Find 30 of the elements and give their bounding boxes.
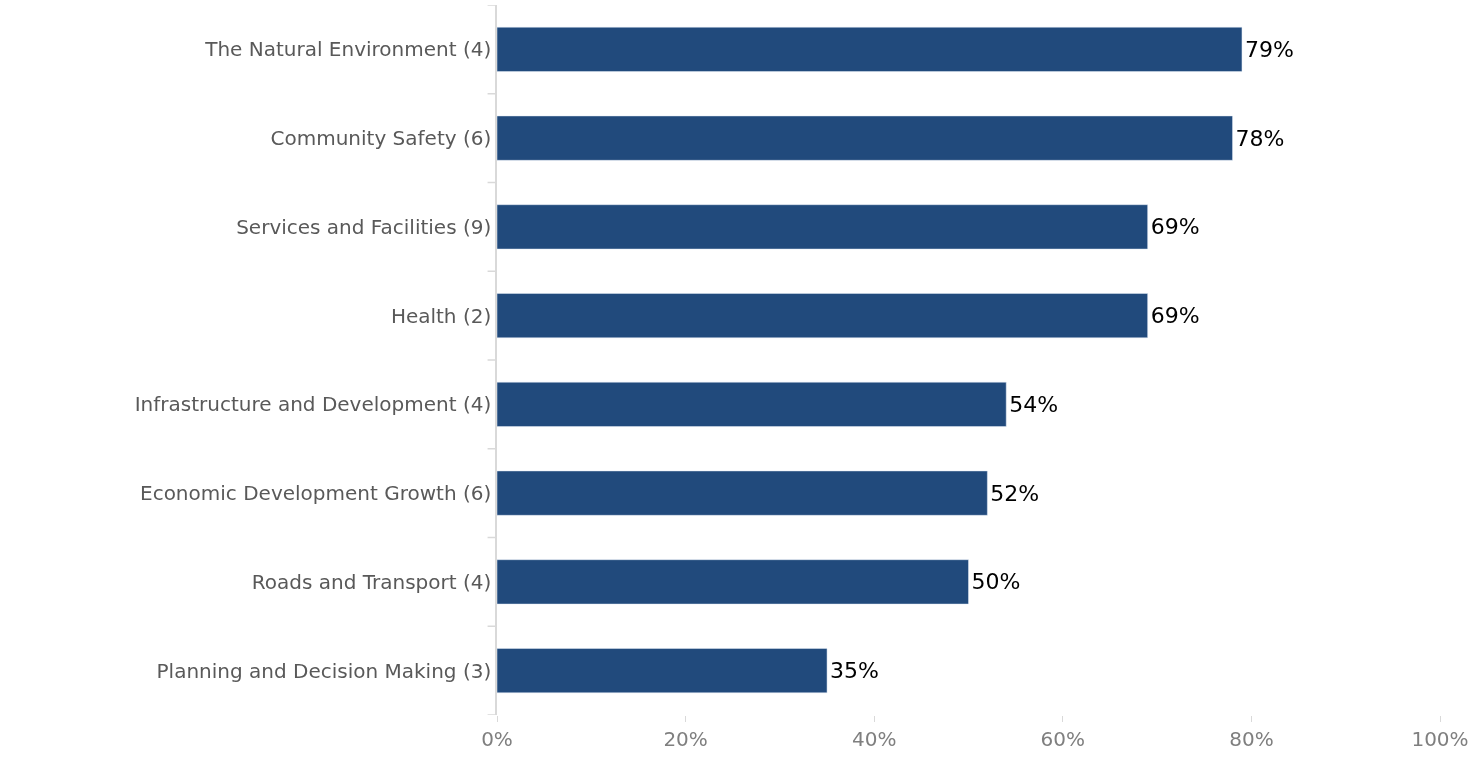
bar bbox=[497, 470, 988, 516]
data-label: 52% bbox=[990, 480, 1040, 506]
bar bbox=[497, 559, 969, 605]
bar bbox=[497, 26, 1243, 72]
y-tick-label: The Natural Environment (4) bbox=[204, 37, 492, 62]
x-tick-label: 100% bbox=[1411, 727, 1469, 751]
x-tick-label: 20% bbox=[663, 727, 708, 751]
data-label: 69% bbox=[1150, 214, 1200, 240]
y-tick-label: Services and Facilities (9) bbox=[236, 214, 492, 239]
y-tick-label: Economic Development Growth (6) bbox=[140, 481, 492, 506]
data-label: 79% bbox=[1244, 36, 1294, 62]
x-tick-label: 80% bbox=[1229, 727, 1274, 751]
data-label: 35% bbox=[830, 658, 879, 684]
y-tick-label: Community Safety (6) bbox=[270, 126, 492, 151]
bar bbox=[497, 204, 1148, 250]
x-tick-label: 0% bbox=[481, 727, 513, 751]
data-label: 69% bbox=[1150, 303, 1200, 329]
x-tick-label: 40% bbox=[851, 727, 897, 751]
y-tick-label: Planning and Decision Making (3) bbox=[156, 658, 492, 683]
x-tick-label: 60% bbox=[1040, 727, 1086, 751]
bar bbox=[497, 115, 1233, 161]
y-tick-label: Health (2) bbox=[390, 303, 492, 328]
bar bbox=[497, 648, 828, 694]
y-tick-label: Roads and Transport (4) bbox=[251, 569, 492, 594]
data-label: 50% bbox=[971, 569, 1021, 595]
bar bbox=[497, 293, 1148, 339]
data-label: 78% bbox=[1235, 125, 1285, 151]
y-tick-label: Infrastructure and Development (4) bbox=[134, 392, 492, 417]
data-label: 54% bbox=[1009, 391, 1059, 417]
bar bbox=[497, 381, 1007, 427]
